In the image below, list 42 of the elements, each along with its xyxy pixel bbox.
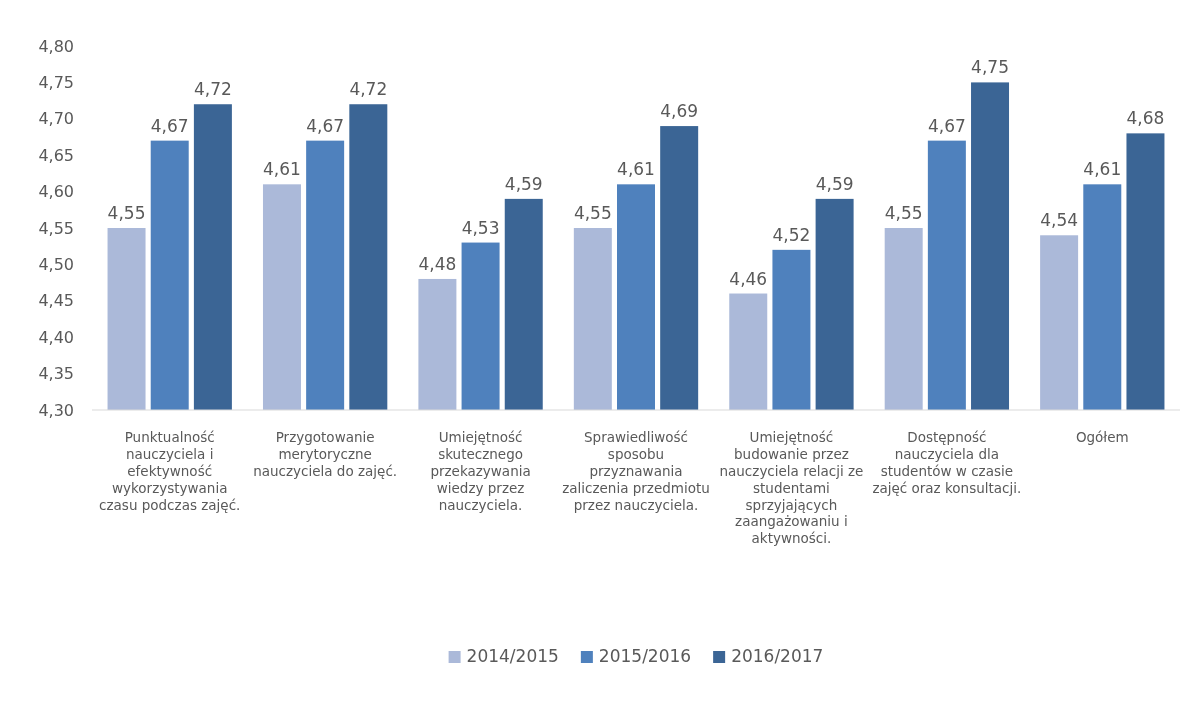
data-label: 4,59 xyxy=(815,173,854,194)
data-label: 4,67 xyxy=(927,115,966,136)
x-tick-label: Punktualność nauczyciela i efektywność wykorzystywania czasu podczas zajęć. xyxy=(99,429,241,513)
data-label: 4,75 xyxy=(971,57,1009,78)
x-tick-label: Przygotowanie merytoryczne nauczyciela do zajęć. xyxy=(253,429,398,479)
data-label: 4,55 xyxy=(573,203,612,223)
data-label: 4,61 xyxy=(1083,159,1122,180)
y-tick-label: 4,80 xyxy=(38,36,74,56)
y-tick-label: 4,75 xyxy=(38,73,74,93)
x-tick-label: Sprawiedliwość sposobu przyznawania zaliczenia przedmiotu przez nauczyciela. xyxy=(562,429,710,513)
data-label: 4,59 xyxy=(504,173,543,194)
data-label: 4,72 xyxy=(349,79,388,100)
y-tick-label: 4,55 xyxy=(38,218,74,238)
data-label: 4,54 xyxy=(1040,210,1079,231)
legend-label: 2014/2015 xyxy=(466,646,559,666)
y-tick-label: 4,60 xyxy=(38,182,74,202)
data-label: 4,52 xyxy=(772,224,811,245)
data-label: 4,55 xyxy=(107,203,146,223)
y-tick-label: 4,40 xyxy=(38,327,74,347)
y-tick-label: 4,65 xyxy=(38,145,74,165)
data-label: 4,48 xyxy=(418,253,457,274)
y-tick-label: 4,50 xyxy=(38,255,74,275)
y-tick-label: 4,35 xyxy=(38,364,74,384)
legend-label: 2015/2016 xyxy=(598,646,692,666)
x-tick-label: Umiejętność skutecznego przekazywania wiedzy przez nauczyciela. xyxy=(430,429,531,513)
y-tick-label: 4,70 xyxy=(38,109,74,129)
data-label: 4,68 xyxy=(1126,108,1165,129)
data-label: 4,72 xyxy=(193,79,232,100)
data-label: 4,61 xyxy=(617,159,655,180)
data-label: 4,53 xyxy=(461,217,500,238)
data-label: 4,67 xyxy=(306,115,345,136)
data-label: 4,46 xyxy=(729,268,768,289)
y-tick-label: 4,45 xyxy=(38,291,74,311)
x-tick-label: Dostępność nauczyciela dla studentów w czasie zajęć oraz konsultacji. xyxy=(872,429,1022,496)
y-tick-label: 4,30 xyxy=(38,400,74,420)
x-tick-label: Umiejętność budowanie przez nauczyciela relacji ze studentami sprzyjających zaangażowaniu i aktywności. xyxy=(719,429,864,547)
data-label: 4,67 xyxy=(150,115,189,136)
data-label: 4,69 xyxy=(660,101,699,122)
legend-label: 2016/2017 xyxy=(731,646,824,666)
data-label: 4,61 xyxy=(263,159,301,180)
data-label: 4,55 xyxy=(884,203,923,223)
x-tick-label: Ogółem xyxy=(1075,429,1129,445)
